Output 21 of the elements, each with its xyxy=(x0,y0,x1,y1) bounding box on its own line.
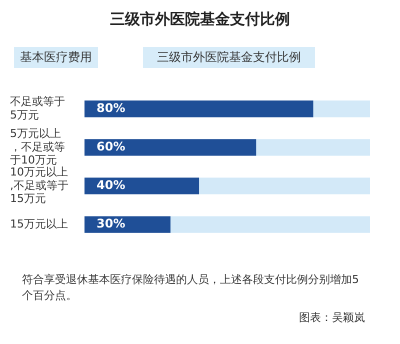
bar xyxy=(312,100,370,118)
bar xyxy=(84,216,170,233)
bar xyxy=(170,216,370,233)
data-label: 30% xyxy=(96,216,126,231)
data-label: 40% xyxy=(96,178,126,192)
chart-title: 三级市外医院基金支付比例 xyxy=(109,10,291,29)
x-axis-title: 三级市外医院基金支付比例 xyxy=(143,47,315,68)
y-tick-label: 15万元以上 xyxy=(10,217,68,230)
y-tick-label: 10万元以上,不足或等于15万元 xyxy=(10,166,68,206)
text: 符合享受退休基本医疗保险待遇的人员，上述各段支付比例分别增加5个百分点。 xyxy=(22,272,360,304)
y-axis-title: 基本医疗费用 xyxy=(14,47,98,68)
y-tick-label: 5万元以上，不足或等于10万元 xyxy=(10,127,65,166)
bar xyxy=(255,139,370,156)
text: 图表：吴颖岚 xyxy=(299,310,365,325)
y-tick-label: 不足或等于5万元 xyxy=(10,95,65,122)
bar xyxy=(84,178,200,194)
bar xyxy=(198,178,370,194)
data-label: 60% xyxy=(96,140,126,154)
bar xyxy=(84,139,256,156)
data-label: 80% xyxy=(96,101,126,115)
bar xyxy=(84,100,314,118)
